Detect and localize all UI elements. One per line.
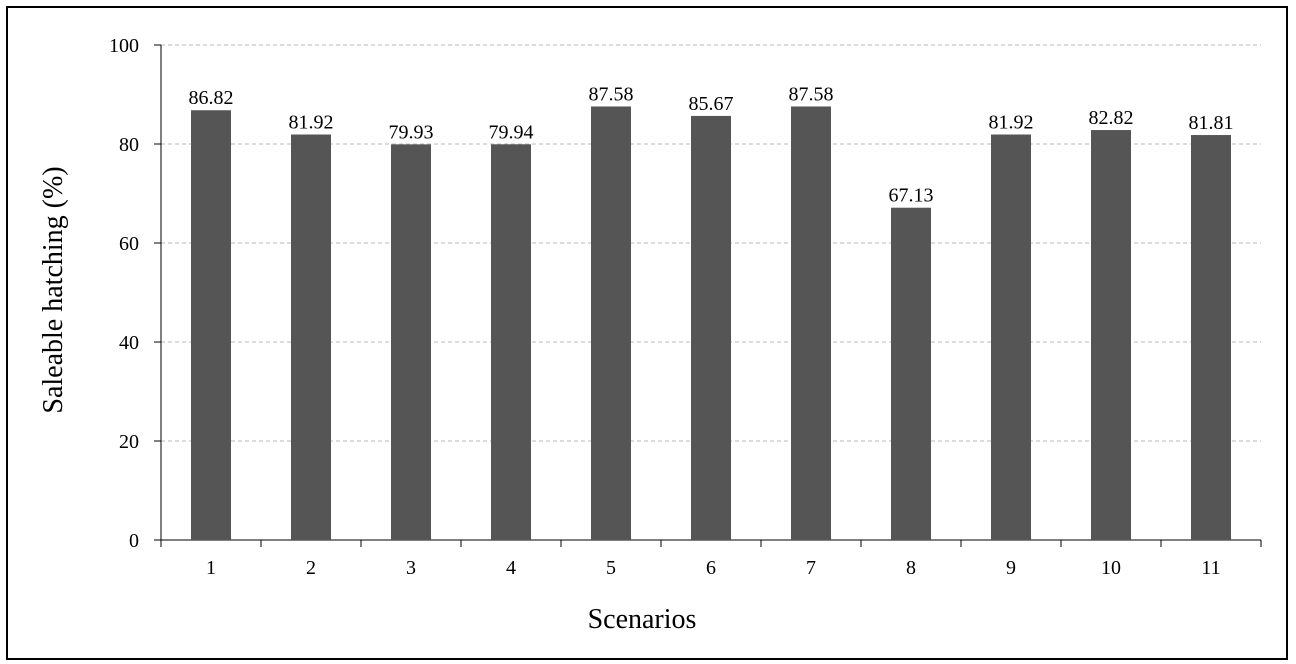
- data-label: 79.94: [489, 121, 534, 143]
- bar: [691, 115, 731, 540]
- y-tick-label: 100: [109, 35, 139, 57]
- bar: [491, 144, 531, 540]
- x-tick-labels: 1 2 3 4 5 6 7 8 9 10 11: [206, 557, 1221, 579]
- bar: [291, 134, 331, 540]
- x-axis-title: Scenarios: [588, 604, 697, 635]
- bar: [591, 106, 631, 540]
- y-tick-label: 0: [129, 530, 139, 552]
- data-label: 86.82: [189, 87, 234, 109]
- data-label: 67.13: [889, 185, 934, 207]
- x-tick-label: 2: [306, 557, 316, 579]
- data-label: 81.81: [1189, 112, 1234, 134]
- x-tick-label: 11: [1201, 557, 1220, 579]
- data-label: 82.82: [1089, 107, 1134, 129]
- bar: [1191, 135, 1231, 540]
- data-label: 87.58: [789, 83, 834, 105]
- x-tick-label: 3: [406, 557, 416, 579]
- y-tick-label: 40: [119, 332, 139, 354]
- data-label: 87.58: [589, 83, 634, 105]
- bars: [191, 106, 1231, 541]
- x-tick-label: 4: [506, 557, 516, 579]
- bar: [991, 134, 1031, 540]
- x-tick-label: 1: [206, 557, 216, 579]
- y-tick-label: 60: [119, 233, 139, 255]
- bar: [191, 110, 231, 540]
- y-tick-labels: 0 20 40 60 80 100: [109, 35, 139, 552]
- data-labels: 86.82 81.92 79.93 79.94 87.58 85.67 87.58 67.13…: [189, 83, 1234, 206]
- x-tick-label: 7: [806, 557, 816, 579]
- y-tick-label: 80: [119, 134, 139, 156]
- bar: [891, 207, 931, 541]
- x-tick-label: 10: [1101, 557, 1121, 579]
- x-tick-label: 8: [906, 557, 916, 579]
- bar: [391, 144, 431, 540]
- data-label: 85.67: [689, 93, 734, 115]
- bar: [1091, 130, 1131, 540]
- y-axis-title: Saleable hatching (%): [38, 166, 69, 413]
- x-tick-label: 6: [706, 557, 716, 579]
- data-label: 81.92: [989, 111, 1034, 133]
- x-tick-label: 5: [606, 557, 616, 579]
- data-label: 79.93: [389, 121, 434, 143]
- data-label: 81.92: [289, 111, 334, 133]
- bar: [791, 106, 831, 540]
- y-tick-label: 20: [119, 431, 139, 453]
- x-tick-label: 9: [1006, 557, 1016, 579]
